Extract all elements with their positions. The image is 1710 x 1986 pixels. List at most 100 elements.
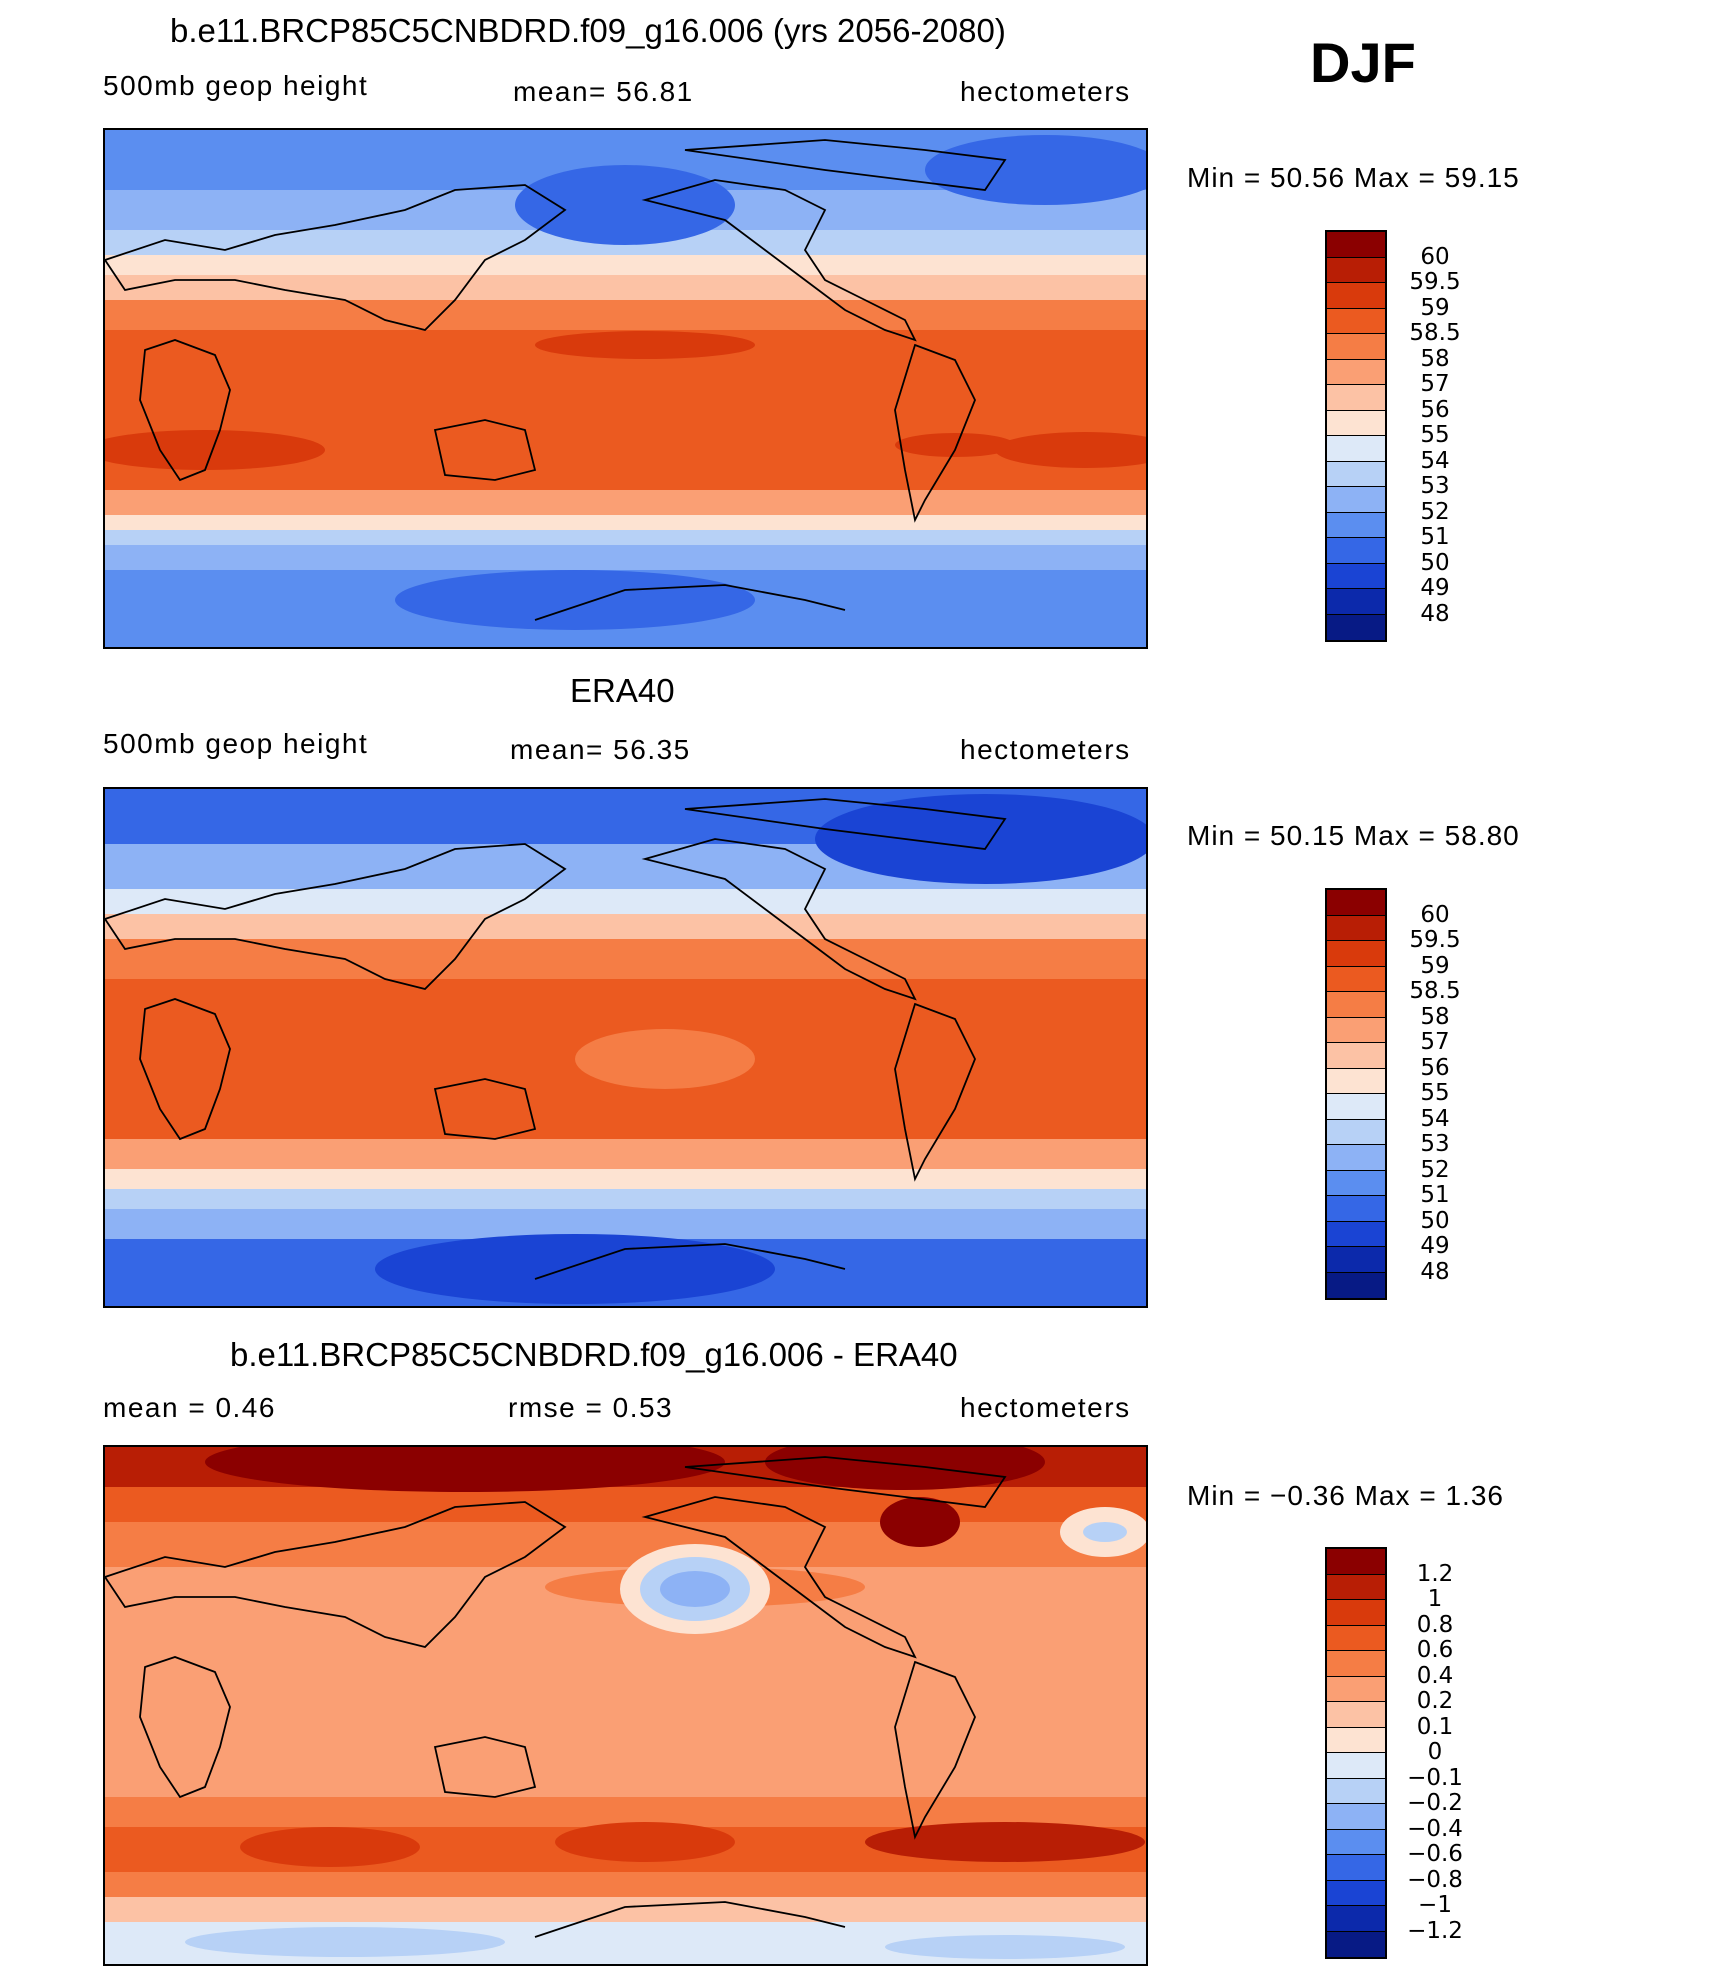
colorbar-swatch [1327, 436, 1385, 462]
colorbar-tick-label: 58.5 [1409, 320, 1461, 346]
colorbar-swatch [1327, 232, 1385, 258]
panel-3-contour-map [105, 1447, 1146, 1964]
panel-1-colorbar [1325, 230, 1387, 642]
colorbar-swatch [1327, 1043, 1385, 1069]
colorbar-swatch [1327, 1068, 1385, 1094]
colorbar-tick-label: 53 [1420, 473, 1450, 499]
colorbar-tick-label: 56 [1420, 396, 1450, 423]
colorbar-tick-label: −1.2 [1407, 1917, 1463, 1944]
colorbar-swatch [1327, 1094, 1385, 1120]
colorbar-swatch [1327, 1549, 1385, 1575]
colorbar-swatch [1327, 589, 1385, 615]
colorbar-tick-label: 54 [1420, 447, 1450, 474]
colorbar-swatch [1327, 1574, 1385, 1600]
colorbar-swatch [1327, 1145, 1385, 1171]
colorbar-swatch [1327, 308, 1385, 334]
colorbar-swatch [1327, 1600, 1385, 1626]
colorbar-tick-label: 56 [1420, 1054, 1450, 1081]
colorbar-swatch [1327, 1119, 1385, 1145]
colorbar-tick-label: 0.4 [1416, 1662, 1454, 1689]
colorbar-swatch [1327, 512, 1385, 538]
panel-2-colorbar [1325, 888, 1387, 1300]
colorbar-tick-label: 60 [1420, 901, 1450, 928]
colorbar-tick-label: 59 [1420, 952, 1450, 979]
panel-3-title: b.e11.BRCP85C5CNBDRD.f09_g16.006 - ERA40 [230, 1336, 958, 1373]
colorbar-tick-label: 57 [1420, 371, 1450, 397]
colorbar-swatch [1327, 1829, 1385, 1855]
colorbar-swatch [1327, 992, 1385, 1018]
colorbar-tick-label: 50 [1420, 1207, 1450, 1234]
panel-1-map [103, 128, 1148, 649]
panel-2-contour-map [105, 789, 1146, 1306]
colorbar-tick-label: 1.2 [1416, 1560, 1454, 1587]
colorbar-swatch [1327, 487, 1385, 513]
panel-1-title: b.e11.BRCP85C5CNBDRD.f09_g16.006 (yrs 20… [170, 12, 1006, 49]
colorbar-tick-label: 58.5 [1409, 978, 1461, 1004]
panel-2-mean-label: mean= 56.35 [510, 734, 691, 765]
colorbar-tick-label: 49 [1420, 575, 1450, 601]
colorbar-swatch [1327, 283, 1385, 309]
colorbar-swatch [1327, 890, 1385, 916]
colorbar-swatch [1327, 1727, 1385, 1753]
colorbar-swatch [1327, 1702, 1385, 1728]
colorbar-tick-label: −0.6 [1407, 1841, 1463, 1867]
colorbar-tick-label: 0.8 [1416, 1611, 1454, 1638]
colorbar-swatch [1327, 966, 1385, 992]
panel-1-variable-label: 500mb geop height [103, 70, 369, 101]
colorbar-tick-label: 1 [1427, 1586, 1443, 1612]
colorbar-swatch [1327, 410, 1385, 436]
colorbar-swatch [1327, 1625, 1385, 1651]
colorbar-swatch [1327, 1017, 1385, 1043]
colorbar-swatch [1327, 1676, 1385, 1702]
panel-1-min-max: Min = 50.56 Max = 59.15 [1187, 162, 1520, 193]
colorbar-tick-label: 53 [1420, 1131, 1450, 1157]
colorbar-tick-label: 0 [1427, 1739, 1443, 1765]
colorbar-swatch [1327, 257, 1385, 283]
panel-3-min-max: Min = −0.36 Max = 1.36 [1187, 1480, 1504, 1511]
colorbar-swatch [1327, 1247, 1385, 1273]
colorbar-swatch [1327, 1778, 1385, 1804]
colorbar-tick-label: 55 [1420, 1080, 1450, 1106]
panel-1-units-label: hectometers [960, 76, 1131, 107]
colorbar-tick-label: 55 [1420, 422, 1450, 448]
colorbar-swatch [1327, 563, 1385, 589]
colorbar-tick-label: −0.1 [1407, 1764, 1463, 1791]
colorbar-tick-label: 51 [1420, 1182, 1450, 1208]
colorbar-tick-label: 48 [1420, 600, 1450, 627]
colorbar-tick-label: 0.1 [1416, 1713, 1454, 1740]
colorbar-swatch [1327, 359, 1385, 385]
colorbar-swatch [1327, 941, 1385, 967]
colorbar-swatch [1327, 334, 1385, 360]
colorbar-tick-label: 58 [1420, 1003, 1450, 1030]
panel-1-contour-map [105, 130, 1146, 647]
colorbar-tick-label: −0.2 [1407, 1790, 1463, 1816]
colorbar-tick-label: 60 [1420, 243, 1450, 270]
colorbar-swatch [1327, 461, 1385, 487]
panel-3-colorbar [1325, 1547, 1387, 1959]
panel-2-map [103, 787, 1148, 1308]
colorbar-swatch [1327, 1931, 1385, 1957]
colorbar-swatch [1327, 1880, 1385, 1906]
colorbar-swatch [1327, 1753, 1385, 1779]
colorbar-tick-label: 57 [1420, 1029, 1450, 1055]
colorbar-tick-label: 0.2 [1416, 1688, 1454, 1714]
panel-2-title: ERA40 [570, 672, 675, 709]
panel-1-mean-label: mean= 56.81 [513, 76, 694, 107]
colorbar-tick-label: 0.6 [1416, 1637, 1454, 1663]
panel-2-min-max: Min = 50.15 Max = 58.80 [1187, 820, 1520, 851]
colorbar-tick-label: 48 [1420, 1258, 1450, 1285]
panel-3-mean-label: mean = 0.46 [103, 1392, 276, 1423]
colorbar-swatch [1327, 1272, 1385, 1298]
colorbar-swatch [1327, 1196, 1385, 1222]
colorbar-swatch [1327, 1855, 1385, 1881]
panel-3-map [103, 1445, 1148, 1966]
colorbar-tick-label: 49 [1420, 1233, 1450, 1259]
season-label: DJF [1310, 31, 1416, 94]
colorbar-tick-label: 52 [1420, 1156, 1450, 1183]
colorbar-swatch [1327, 1906, 1385, 1932]
colorbar-tick-label: 50 [1420, 549, 1450, 576]
colorbar-tick-label: 59.5 [1409, 927, 1461, 953]
colorbar-tick-label: 52 [1420, 498, 1450, 525]
colorbar-tick-label: 54 [1420, 1105, 1450, 1132]
colorbar-tick-label: −1 [1418, 1892, 1452, 1918]
